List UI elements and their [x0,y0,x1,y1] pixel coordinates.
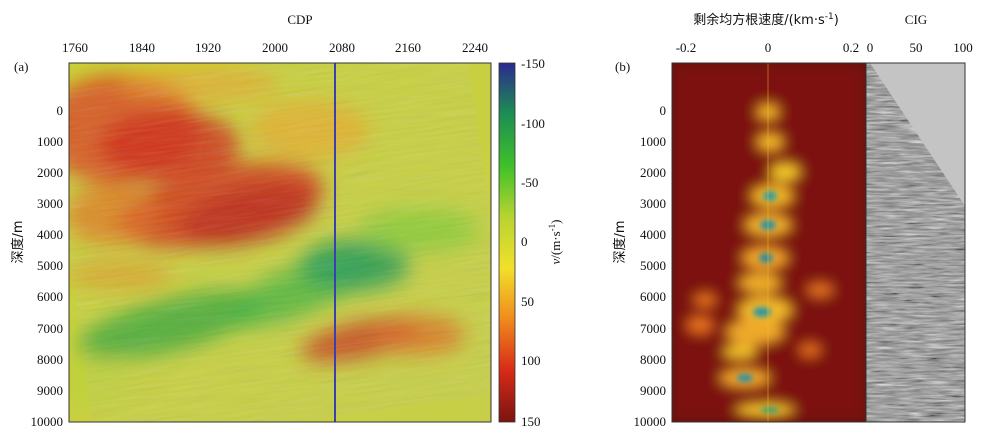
colorbar-title: v/(m·s-1) [547,219,563,264]
panel-a-y-tick: 2000 [37,165,63,180]
panel-a-label: (a) [14,59,28,74]
colorbar-tick: -50 [521,175,538,190]
panel-a-x-axis-title: CDP [287,12,312,27]
panel-b-y-tick: 5000 [640,258,666,273]
panel-b-cig-x-tick: 50 [910,40,923,55]
panel-a-x-tick: 2000 [262,40,288,55]
panel-a-y-tick: 10000 [31,414,64,429]
panel-a-y-tick: 5000 [37,258,63,273]
panel-b-y-tick: 6000 [640,289,666,304]
panel-a-x-tick: 2160 [395,40,421,55]
colorbar-tick: 50 [521,294,534,309]
panel-a-y-tick: 9000 [37,383,63,398]
panel-b-y-tick: 2000 [640,165,666,180]
panel-a: (a) CDP 1760 1840 1920 2000 2080 2160 22… [10,12,563,429]
panel-a-y-tick: 4000 [37,227,63,242]
panel-b-label: (b) [615,59,630,74]
panel-b-gather-x-tick: -0.2 [676,40,697,55]
panel-a-y-tick: 6000 [37,289,63,304]
panel-a-x-tick: 1920 [195,40,221,55]
panel-b-cig-x-tick: 0 [867,40,874,55]
panel-b-cig-title: CIG [905,12,927,27]
panel-b-gather-title: 剩余均方根速度/(km·s-1) [693,12,839,28]
panel-a-y-ticks: 0 1000 2000 3000 4000 5000 6000 7000 800… [31,103,64,429]
panel-b-y-ticks: 0 1000 2000 3000 4000 5000 6000 7000 800… [634,103,667,429]
panel-b-cig-image [866,63,965,422]
panel-a-x-ticks: 1760 1840 1920 2000 2080 2160 2240 [62,40,488,55]
panel-b-y-axis-title: 深度/m [612,220,628,263]
panel-a-x-tick: 1840 [129,40,155,55]
panel-b-y-tick: 7000 [640,321,666,336]
panel-b-gather-x-tick: 0 [765,40,772,55]
panel-a-y-tick: 1000 [37,134,63,149]
colorbar-tick: 150 [521,414,541,429]
panel-a-y-tick: 7000 [37,321,63,336]
panel-a-x-tick: 2240 [462,40,488,55]
panel-b: (b) 剩余均方根速度/(km·s-1) CIG -0.2 0 0.2 0 50… [612,12,973,429]
colorbar-tick: -150 [521,56,545,71]
panel-b-y-tick: 1000 [640,134,666,149]
panel-a-colorbar: -150 -100 -50 0 50 100 150 v/(m·s-1) [498,56,563,429]
panel-a-x-tick: 1760 [62,40,88,55]
panel-b-gather-x-tick: 0.2 [843,40,859,55]
panel-a-y-tick: 0 [57,103,64,118]
panel-a-y-tick: 3000 [37,196,63,211]
panel-b-y-tick: 10000 [634,414,667,429]
colorbar-tick: 0 [521,234,528,249]
panel-b-y-tick: 4000 [640,227,666,242]
colorbar-tick: -100 [521,116,545,131]
panel-b-velocity-spectrum [672,63,866,422]
panel-a-y-axis-title: 深度/m [10,220,26,263]
panel-b-y-tick: 3000 [640,196,666,211]
panel-a-section-image [69,63,491,422]
panel-b-y-tick: 9000 [640,383,666,398]
panel-a-x-tick: 2080 [329,40,355,55]
colorbar-scale [498,62,516,423]
panel-b-y-tick: 8000 [640,352,666,367]
panel-b-y-tick: 0 [660,103,667,118]
panel-b-cig-x-tick: 100 [953,40,973,55]
panel-a-y-tick: 8000 [37,352,63,367]
colorbar-tick: 100 [521,353,541,368]
